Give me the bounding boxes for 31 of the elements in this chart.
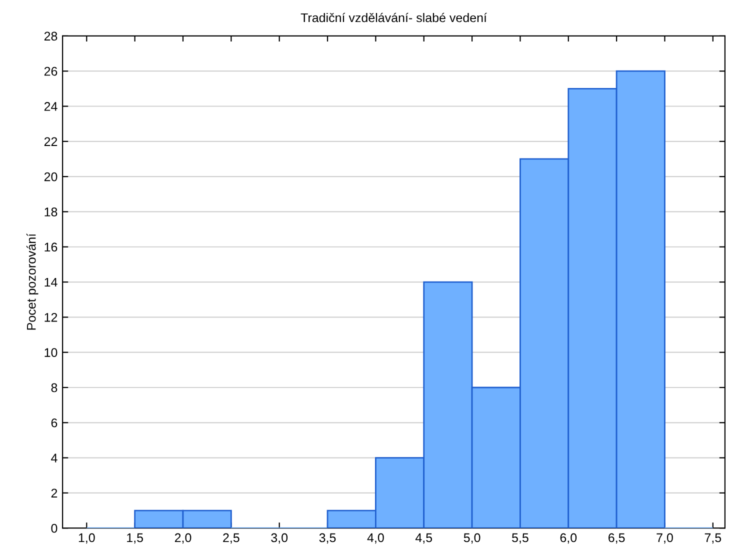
x-tick-label: 3,0 [271, 533, 288, 544]
y-tick-label: 12 [44, 312, 58, 322]
y-tick-label: 10 [44, 348, 58, 357]
y-tick-label: 14 [44, 278, 58, 287]
y-tick-label: 28 [44, 32, 58, 41]
x-tick-label: 4,5 [415, 533, 432, 544]
y-tick-label: 4 [51, 454, 58, 462]
y-tick-label: 18 [44, 208, 58, 216]
x-tick-label: 4,0 [367, 533, 384, 544]
y-tick-label: 22 [44, 137, 58, 146]
x-tick-label: 7,0 [656, 533, 673, 544]
y-tick-label: 8 [51, 383, 58, 392]
y-tick-label: 2 [51, 488, 58, 498]
x-tick-label: 3,5 [319, 533, 336, 544]
x-tick-label: 1,5 [127, 533, 143, 544]
y-tick-label: 26 [44, 66, 58, 76]
x-tick-label: 1,0 [78, 533, 95, 544]
y-tick-label: 6 [51, 418, 58, 428]
x-tick-label: 5,0 [464, 533, 480, 544]
x-tick-label: 7,5 [704, 533, 722, 544]
y-axis-title: Pocet pozorování [26, 233, 38, 330]
x-tick-label: 6,5 [608, 533, 625, 544]
x-tick-label: 2,5 [223, 533, 240, 544]
y-tick-label: 20 [44, 172, 58, 182]
chart-title: Tradiční vzdělávání- slabé vedení [300, 12, 487, 22]
x-tick-label: 2,0 [174, 533, 192, 544]
x-tick-label: 5,5 [512, 533, 528, 544]
y-tick-label: 0 [51, 524, 58, 533]
y-tick-label: 24 [44, 102, 58, 111]
y-tick-label: 16 [44, 242, 58, 252]
x-tick-label: 6,0 [560, 533, 577, 544]
